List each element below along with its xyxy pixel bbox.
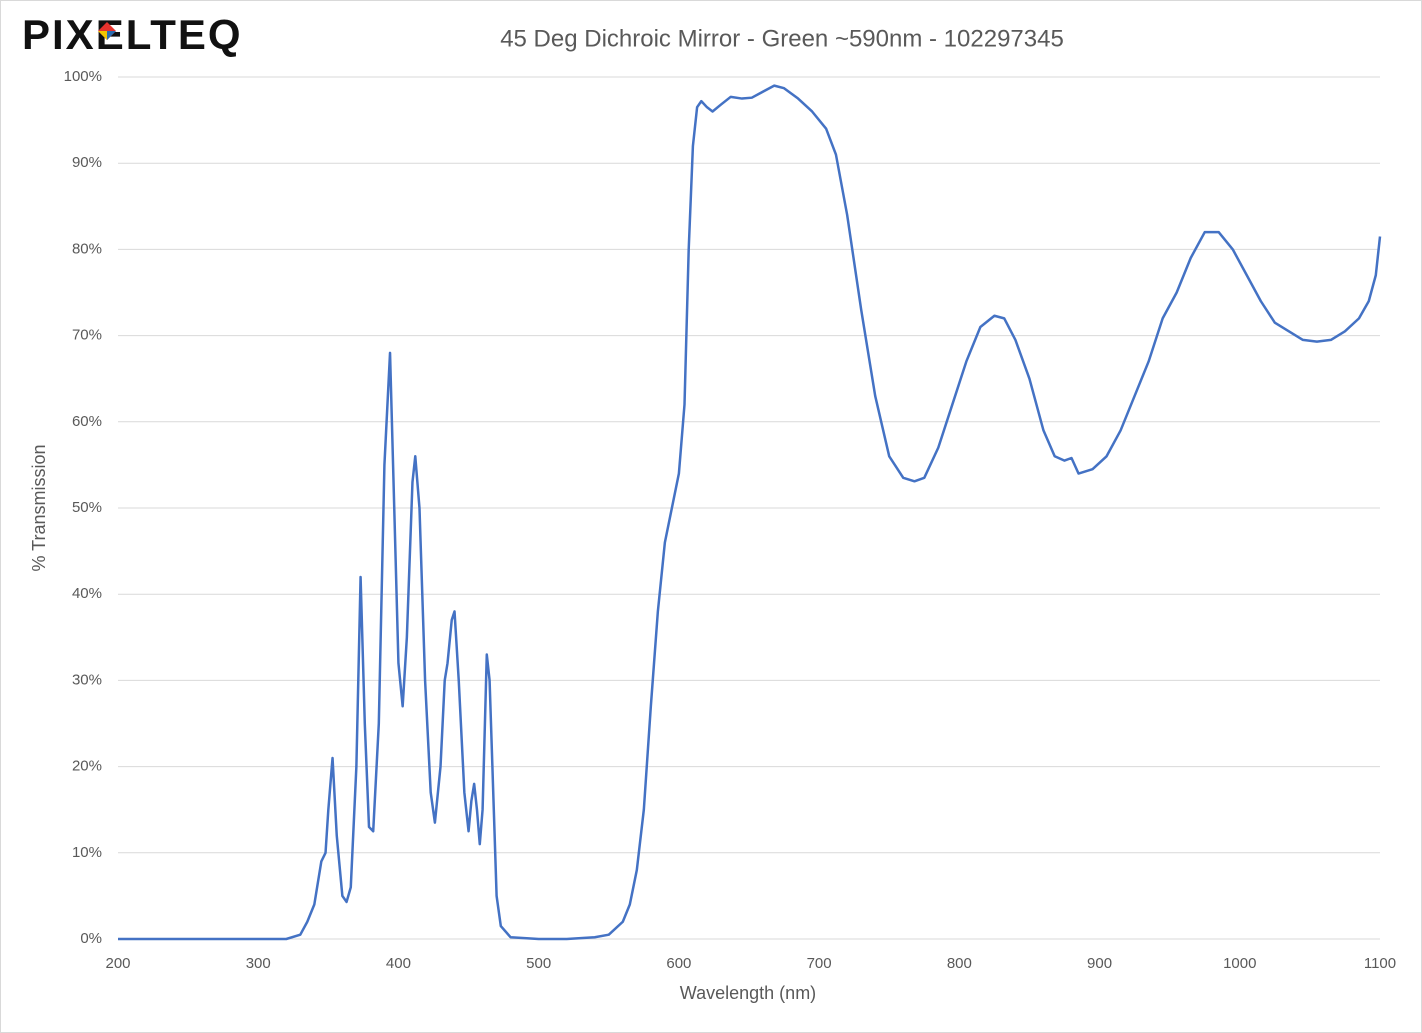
x-tick-label: 600 xyxy=(666,955,691,972)
y-tick-label: 100% xyxy=(64,68,102,85)
logo: PIXELTEQ xyxy=(22,11,243,58)
x-tick-label: 900 xyxy=(1087,955,1112,972)
y-axis-label: % Transmission xyxy=(29,444,49,571)
data-line xyxy=(118,84,1382,941)
y-tick-label: 10% xyxy=(72,844,102,861)
x-tick-label: 300 xyxy=(246,955,271,972)
x-tick-label: 500 xyxy=(526,955,551,972)
y-tick-label: 60% xyxy=(72,413,102,430)
x-axis-label: Wavelength (nm) xyxy=(680,983,816,1003)
y-tick-label: 50% xyxy=(72,499,102,516)
y-tick-label: 0% xyxy=(80,930,102,947)
x-tick-label: 1000 xyxy=(1223,955,1256,972)
x-tick-label: 400 xyxy=(386,955,411,972)
y-tick-label: 70% xyxy=(72,327,102,344)
x-tick-label: 1100 xyxy=(1364,955,1396,972)
y-tick-label: 80% xyxy=(72,240,102,257)
y-tick-label: 40% xyxy=(72,585,102,602)
y-tick-label: 20% xyxy=(72,758,102,775)
x-tick-label: 800 xyxy=(947,955,972,972)
logo-diamond xyxy=(98,22,116,40)
y-tick-label: 30% xyxy=(72,671,102,688)
x-tick-label: 200 xyxy=(105,955,130,972)
chart-title: 45 Deg Dichroic Mirror - Green ~590nm - … xyxy=(500,25,1064,52)
y-tick-label: 90% xyxy=(72,154,102,171)
x-tick-label: 700 xyxy=(807,955,832,972)
